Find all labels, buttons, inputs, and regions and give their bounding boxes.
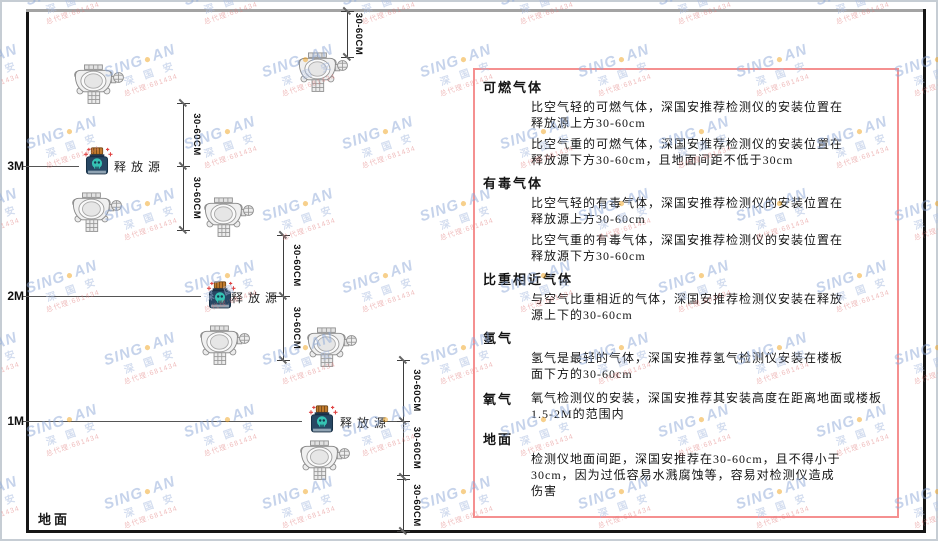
dim-label: 30-60CM: [411, 369, 422, 412]
level-line-1m-connector: [381, 421, 403, 422]
dim-label: 30-60CM: [411, 484, 422, 527]
section-heading-hydrogen: 氢气: [483, 331, 514, 346]
section-para: 比空气重的可燃气体，深国安推荐检测仪的安装位置在释放源下方30-60cm，且地面…: [531, 137, 844, 167]
release-source-label: 释放源: [231, 291, 283, 305]
level-line-3m: [22, 166, 79, 167]
section-para: 检测仪地面间距，深国安推荐在30-60cm，且不得小于30cm，因为过低容易水溅…: [531, 452, 841, 498]
ground-label: 地面: [38, 512, 71, 527]
gas-detector-icon: [303, 327, 357, 370]
level-line-1m: [22, 421, 302, 422]
dim-label: 30-60CM: [291, 306, 302, 350]
section-para: 比空气重的有毒气体，深国安推荐检测仪的安装位置在释放源下方30-60cm: [531, 233, 844, 263]
gas-detector-icon: [296, 440, 350, 483]
gas-detector-icon: [196, 325, 250, 368]
height-label-3m: 3M: [7, 159, 24, 173]
ground-line: [26, 530, 926, 533]
section-heading-toxic-gas: 有毒气体: [483, 176, 544, 191]
dim-label: 30-60CM: [353, 12, 364, 56]
section-para: 氢气是最轻的气体，深国安推荐氢气检测仪安装在楼板面下方的30-60cm: [531, 351, 844, 381]
section-para: 比空气轻的有毒气体，深国安推荐检测仪的安装位置在释放源上方30-60cm: [531, 196, 844, 226]
section-para: 与空气比重相近的气体，深国安推荐检测仪安装在释放源上下的30-60cm: [531, 292, 844, 322]
dim-label: 30-60CM: [191, 113, 202, 156]
gas-detector-icon: [294, 52, 348, 95]
release-source-label: 释放源: [340, 416, 392, 430]
dim-label: 30-60CM: [411, 426, 422, 470]
height-label-1m: 1M: [7, 414, 24, 428]
level-line-2m-connector: [270, 296, 283, 297]
dim-label: 30-60CM: [191, 176, 202, 220]
wall-right-line: [923, 9, 926, 533]
gas-detector-icon: [68, 192, 122, 235]
section-heading-similar-density-gas: 比重相近气体: [483, 272, 574, 287]
release-source-icon: [79, 147, 115, 178]
section-para: 氧气检测仪的安装，深国安推荐其安装高度在距离地面或楼板1.5-2M的范围内: [531, 391, 883, 421]
release-source-label: 释放源: [114, 160, 166, 174]
section-heading-flammable-gas: 可燃气体: [483, 80, 544, 95]
dim-tick: [397, 479, 410, 480]
release-source-icon: [304, 405, 340, 436]
gas-detector-icon: [200, 197, 254, 240]
gas-detector-icon: [70, 64, 124, 107]
level-line-2m: [22, 296, 201, 297]
height-label-2m: 2M: [7, 289, 24, 303]
dim-line: [347, 11, 348, 57]
section-para: 比空气轻的可燃气体，深国安推荐检测仪的安装位置在释放源上方30-60cm: [531, 100, 844, 130]
section-heading-ground: 地面: [483, 432, 514, 447]
section-heading-oxygen: 氧气: [483, 392, 514, 407]
wall-left-line: [26, 9, 29, 533]
dim-line: [403, 360, 404, 532]
info-panel: 可燃气体 比空气轻的可燃气体，深国安推荐检测仪的安装位置在释放源上方30-60c…: [473, 68, 899, 518]
ceiling-line: [26, 9, 926, 12]
dim-label: 30-60CM: [291, 244, 302, 287]
